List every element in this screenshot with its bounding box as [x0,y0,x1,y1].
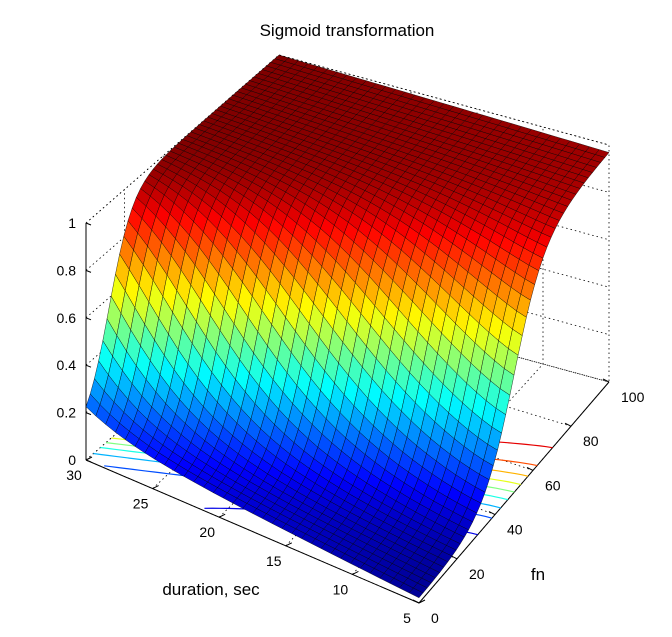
y-tick-label: 40 [507,522,523,538]
y-tick-mark [526,466,534,471]
z-tick-mark [85,222,92,226]
x-tick-label: 25 [133,496,149,512]
x-axis-line [85,459,420,604]
z-tick-label: 0.2 [57,405,77,421]
z-tick-label: 1 [68,215,76,231]
y-tick-label: 80 [583,433,599,449]
y-tick-label: 60 [545,477,561,493]
x-tick-label: 5 [403,610,411,626]
grid-line [278,54,610,146]
y-tick-label: 100 [621,389,645,405]
y-tick-label: 0 [431,610,439,626]
y-tick-mark [602,378,610,383]
x-tick-label: 20 [199,524,215,540]
x-tick-mark [418,599,426,604]
surface-mesh [85,54,610,599]
surface-cell [408,587,424,599]
x-tick-mark [85,456,93,461]
y-tick-mark [488,511,496,516]
x-axis-label: duration, sec [162,580,260,599]
x-tick-label: 30 [66,467,82,483]
z-tick-label: 0 [68,452,76,468]
x-tick-label: 10 [333,581,349,597]
tick-labels: 0 0.2 0.4 0.6 0.8 1 30 25 20 15 10 5 0 20 40 60 80 100 [57,215,645,626]
x-tick-mark [218,513,226,518]
z-tick-label: 0.6 [57,310,77,326]
axis-lines [85,222,610,604]
y-tick-label: 20 [469,566,485,582]
chart-title: Sigmoid transformation [260,21,435,40]
x-tick-mark [285,542,293,547]
z-tick-mark [85,269,92,273]
z-tick-label: 0.4 [57,357,77,373]
x-tick-mark [152,485,159,490]
z-tick-mark [85,459,92,463]
z-tick-mark [85,364,92,368]
z-tick-mark [85,317,92,321]
y-axis-label: fn [531,565,545,584]
x-tick-label: 15 [266,553,282,569]
z-tick-label: 0.8 [57,262,77,278]
x-tick-mark [352,570,359,575]
z-tick-mark [85,412,92,416]
y-tick-mark [412,599,420,604]
y-tick-mark [564,422,572,427]
